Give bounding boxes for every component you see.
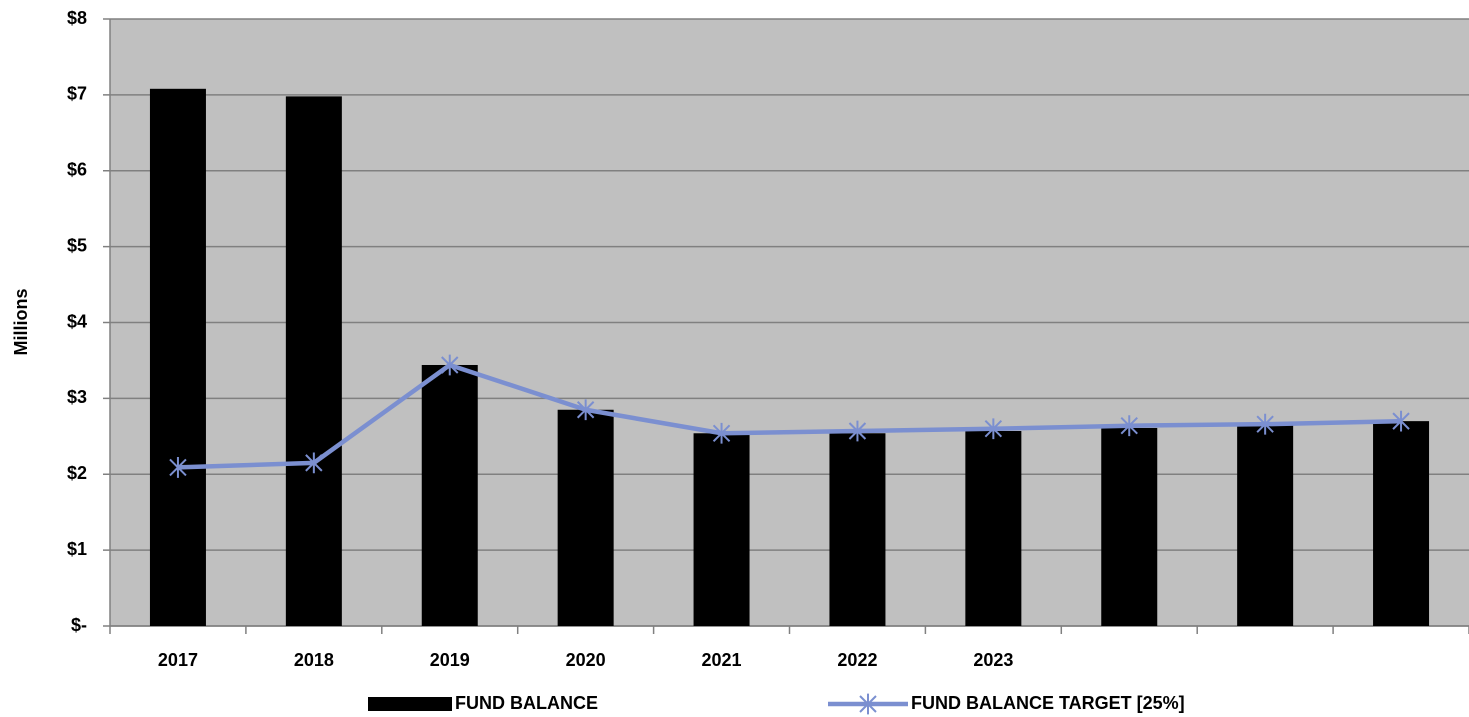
marker-star	[441, 354, 459, 376]
y-tick-label: $6	[67, 160, 87, 180]
x-tick-label: 2019	[430, 650, 470, 670]
marker	[1256, 413, 1274, 435]
y-tick-label: $8	[67, 8, 87, 28]
y-tick-label: $1	[67, 539, 87, 559]
marker-star	[1392, 410, 1410, 432]
bar	[693, 433, 750, 626]
bar	[421, 364, 478, 626]
x-tick-label: 2020	[566, 650, 606, 670]
marker-star	[305, 452, 323, 474]
marker-star	[1256, 413, 1274, 435]
bar	[1101, 427, 1158, 626]
y-tick-label: $5	[67, 235, 87, 255]
marker	[169, 457, 187, 478]
x-tick-label: 2023	[973, 650, 1013, 670]
bar	[829, 433, 886, 626]
bar	[965, 431, 1022, 626]
y-tick-label: $7	[67, 84, 87, 104]
marker-star	[712, 422, 731, 444]
marker-star	[859, 693, 877, 715]
marker	[576, 399, 595, 421]
x-tick-label: 2022	[837, 650, 877, 670]
marker	[1120, 415, 1138, 437]
legend-label: FUND BALANCE TARGET [25%]	[911, 693, 1185, 713]
marker	[305, 452, 323, 474]
legend-label: FUND BALANCE	[455, 693, 598, 713]
marker	[712, 422, 731, 444]
bar	[1237, 424, 1294, 626]
marker	[441, 354, 459, 376]
y-tick-label: $3	[67, 387, 87, 407]
y-tick-label: $4	[67, 311, 87, 331]
marker	[859, 693, 877, 715]
marker	[1392, 410, 1410, 432]
marker-star	[984, 418, 1003, 440]
marker-star	[848, 420, 867, 442]
bar	[149, 88, 206, 627]
marker-star	[576, 399, 595, 421]
y-tick-label: $-	[71, 615, 87, 635]
y-axis-label: Millions	[11, 289, 31, 356]
bar	[1373, 421, 1430, 626]
marker	[848, 420, 867, 442]
x-tick-label: 2017	[158, 650, 198, 670]
marker-star	[1120, 415, 1138, 437]
bar	[557, 409, 614, 626]
line	[177, 362, 1402, 470]
legend-swatch	[368, 697, 452, 711]
marker	[984, 418, 1003, 440]
marker-star	[169, 457, 187, 478]
y-tick-label: $2	[67, 463, 87, 483]
x-tick-label: 2021	[702, 650, 742, 670]
x-tick-label: 2018	[294, 650, 334, 670]
bar	[285, 96, 342, 626]
